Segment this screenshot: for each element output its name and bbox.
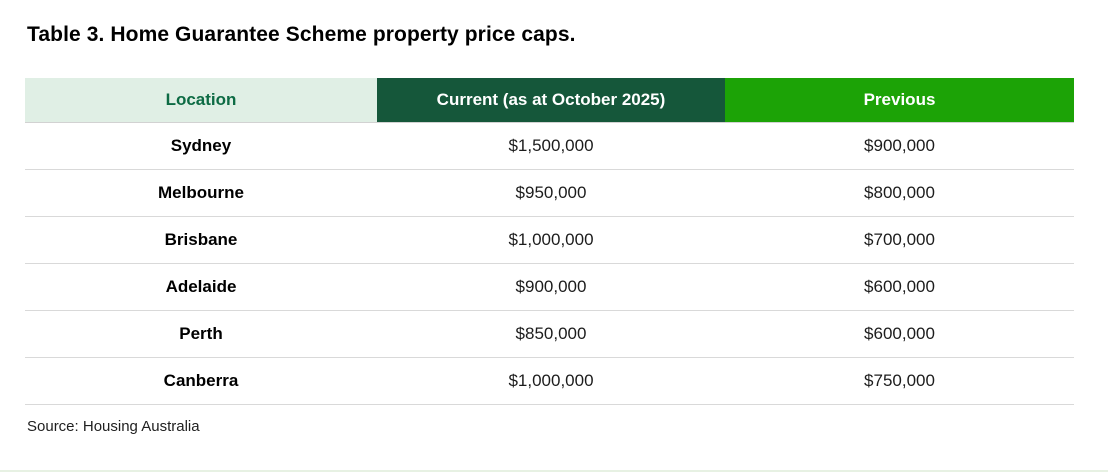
cell-previous: $600,000 [864,277,935,296]
cell-current: $1,000,000 [508,371,594,390]
column-header-previous: Previous [725,78,1074,122]
cell-previous: $700,000 [864,230,935,249]
cell-location: Canberra [163,371,239,390]
cell-previous: $800,000 [864,183,935,202]
cell-location: Adelaide [165,277,237,296]
table-header-row: Location Current (as at October 2025) Pr… [25,78,1074,123]
cell-previous: $900,000 [864,136,935,155]
bottom-accent-bar [0,470,1108,472]
price-caps-table: Location Current (as at October 2025) Pr… [25,78,1074,405]
table-row: Brisbane $1,000,000 $700,000 [25,217,1074,264]
cell-location: Melbourne [158,183,244,202]
table-body: Sydney $1,500,000 $900,000 Melbourne $950,00… [25,123,1074,405]
table-title: Table 3. Home Guarantee Scheme property … [27,23,576,46]
cell-current: $1,000,000 [508,230,594,249]
cell-location: Brisbane [164,230,238,249]
table-row: Canberra $1,000,000 $750,000 [25,358,1074,405]
cell-location: Sydney [170,136,232,155]
cell-current: $950,000 [515,183,587,202]
table-row: Adelaide $900,000 $600,000 [25,264,1074,311]
cell-current: $1,500,000 [508,136,594,155]
table-row: Melbourne $950,000 $800,000 [25,170,1074,217]
source-note: Source: Housing Australia [27,418,200,435]
cell-current: $900,000 [515,277,587,296]
column-header-location: Location [25,78,377,122]
cell-previous: $600,000 [864,324,935,343]
column-header-current: Current (as at October 2025) [377,78,725,122]
table-row: Sydney $1,500,000 $900,000 [25,123,1074,170]
cell-location: Perth [179,324,223,343]
table-row: Perth $850,000 $600,000 [25,311,1074,358]
cell-previous: $750,000 [864,371,935,390]
cell-current: $850,000 [515,324,587,343]
